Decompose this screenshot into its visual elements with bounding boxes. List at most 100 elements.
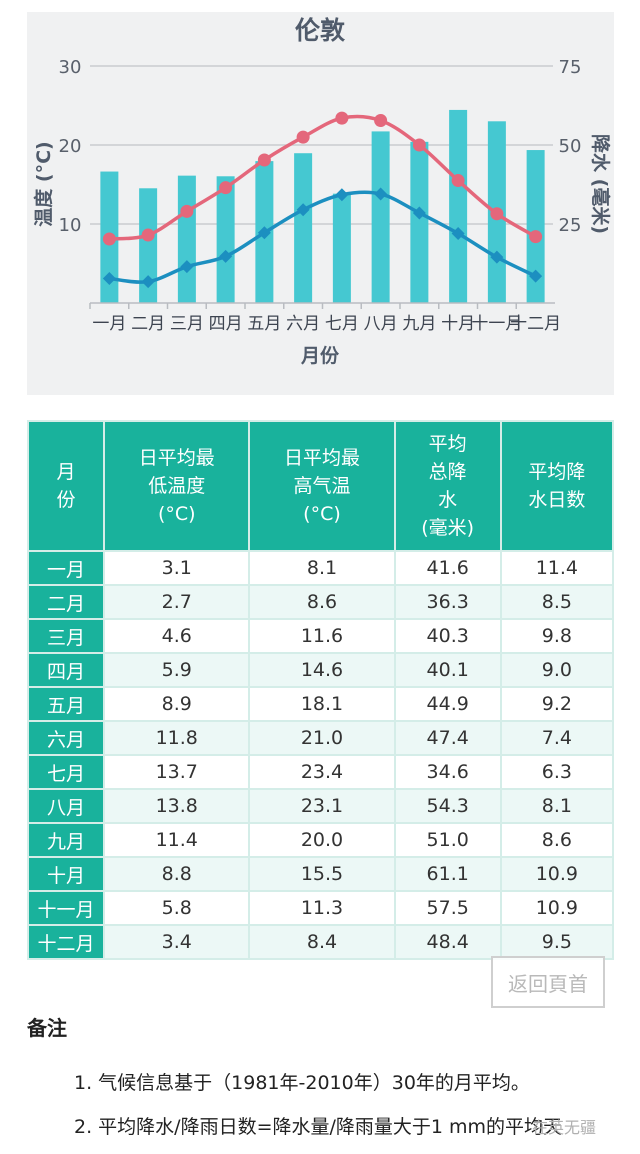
table-row: 二月 2.7 8.6 36.3 8.5 [29,586,612,618]
table-row: 十二月 3.4 8.4 48.4 9.5 [29,926,612,958]
low-temp-point [529,269,543,283]
low-temp-line [109,190,537,284]
table-cell: 23.4 [250,756,394,788]
table-cell: 6.3 [501,756,612,788]
table-row: 四月 5.9 14.6 40.1 9.0 [29,654,612,686]
table-cell: 8.4 [250,926,394,958]
row-month-label: 十二月 [29,926,104,958]
low-temp-point [257,226,271,240]
table-cell: 11.6 [250,620,394,652]
x-tick-label: 七月 [325,314,359,334]
table-cell: 13.8 [105,790,249,822]
y-right-axis-label: 降水 (毫米) [589,134,612,234]
x-tick-label: 六月 [286,314,320,334]
high-temp-point [180,204,194,218]
table-cell: 9.2 [501,688,612,720]
y-right-tick-label: 50 [559,136,582,157]
table-cell: 11.3 [250,892,394,924]
precip-bar [216,176,235,303]
table-row: 十一月 5.8 11.3 57.5 10.9 [29,892,612,924]
table-cell: 3.1 [105,552,249,584]
row-month-label: 二月 [29,586,104,618]
high-temp-point [102,232,116,246]
high-temp-point [490,207,504,221]
row-month-label: 一月 [29,552,104,584]
low-temp-point [102,272,116,286]
table-cell: 9.8 [501,620,612,652]
climate-chart: 伦敦 10 20 30 25 50 75 温度 (°C) 降水 (毫米) 月份 一月 二月 三月 四月 五月… [32,16,612,367]
low-temp-point [141,275,155,289]
high-temp-point [374,114,388,128]
x-tick-label: 一月 [92,314,126,334]
high-temp-point [451,174,465,188]
table-cell: 14.6 [250,654,394,686]
table-cell: 9.0 [501,654,612,686]
table-row: 三月 4.6 11.6 40.3 9.8 [29,620,612,652]
table-cell: 20.0 [250,824,394,856]
table-cell: 3.4 [105,926,249,958]
high-temp-point [529,230,543,244]
table-cell: 5.9 [105,654,249,686]
row-month-label: 四月 [29,654,104,686]
column-header: 平均降 水日数 [501,422,612,550]
table-row: 七月 13.7 23.4 34.6 6.3 [29,756,612,788]
low-temp-point [451,226,465,240]
row-month-label: 十月 [29,858,104,890]
table-cell: 57.5 [395,892,500,924]
x-tick-label: 九月 [402,314,436,334]
table-row: 八月 13.8 23.1 54.3 8.1 [29,790,612,822]
x-tick-label: 五月 [247,314,281,334]
high-temp-point [219,181,233,195]
table-body: 一月 3.1 8.1 41.6 11.4 二月 2.7 8.6 36.3 8.5 三月 4.6 11.6… [29,552,612,958]
x-tick-label: 八月 [364,314,398,334]
table-cell: 44.9 [395,688,500,720]
note-item: 1. 气候信息基于（1981年-2010年）30年的月平均。 [74,1072,530,1094]
table-cell: 36.3 [395,586,500,618]
row-month-label: 六月 [29,722,104,754]
low-temp-point [374,187,388,201]
table-cell: 10.9 [501,892,612,924]
table-cell: 11.8 [105,722,249,754]
table-cell: 8.9 [105,688,249,720]
table-row: 六月 11.8 21.0 47.4 7.4 [29,722,612,754]
chart-panel: 伦敦 10 20 30 25 50 75 温度 (°C) 降水 (毫米) 月份 一月 二月 三月 四月 五月… [27,12,614,395]
y-right-tick-label: 75 [559,57,582,78]
high-temp-point [296,130,310,144]
x-tick-label: 四月 [209,314,243,334]
table-cell: 40.3 [395,620,500,652]
table-cell: 11.4 [105,824,249,856]
table-cell: 5.8 [105,892,249,924]
low-temp-point [490,250,504,264]
high-temp-point [257,153,271,167]
table-cell: 8.8 [105,858,249,890]
notes-title: 备注 [27,1016,67,1040]
table-cell: 7.4 [501,722,612,754]
table-cell: 13.7 [105,756,249,788]
column-header: 平均 总降水 (毫米) [395,422,500,550]
y-left-axis-label: 温度 (°C) [32,141,55,226]
table-cell: 8.1 [501,790,612,822]
table-cell: 51.0 [395,824,500,856]
table-row: 五月 8.9 18.1 44.9 9.2 [29,688,612,720]
column-header: 日平均最 低温度 (°C) [105,422,249,550]
y-left-tick-label: 20 [59,136,82,157]
table-cell: 18.1 [250,688,394,720]
precip-bar [332,193,351,303]
y-left-tick-label: 10 [59,215,82,236]
table-cell: 61.1 [395,858,500,890]
y-right-tick-label: 25 [559,215,582,236]
high-temp-line [109,114,537,241]
chart-title: 伦敦 [295,16,346,45]
low-temp-point [412,206,426,220]
table-row: 九月 11.4 20.0 51.0 8.6 [29,824,612,856]
column-header: 月份 [29,422,104,550]
table-cell: 34.6 [395,756,500,788]
table-header-row: 月份日平均最 低温度 (°C) 日平均最 高气温 (°C) 平均 总降水 (毫米) 平均降 水日数 [29,422,612,550]
table-cell: 47.4 [395,722,500,754]
precip-bar [139,188,158,303]
back-to-top-button[interactable]: 返回頁首 [491,956,605,1008]
table-row: 一月 3.1 8.1 41.6 11.4 [29,552,612,584]
precip-bar [449,109,468,303]
row-month-label: 七月 [29,756,104,788]
low-temp-point [296,203,310,217]
